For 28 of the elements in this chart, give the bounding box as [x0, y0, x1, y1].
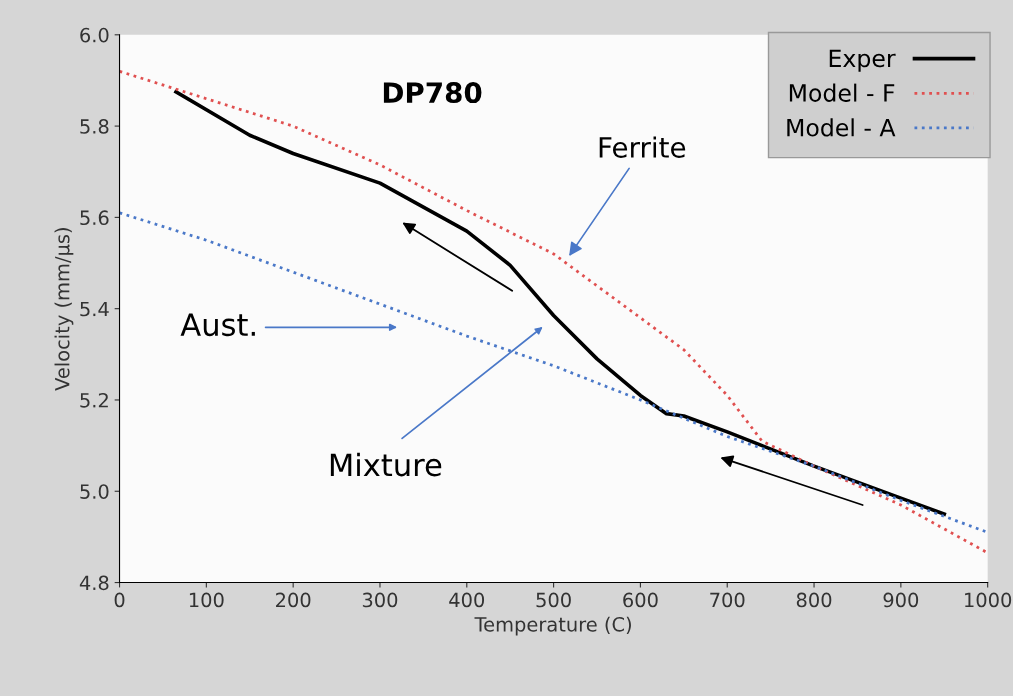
x-tick-label: 800 — [796, 592, 832, 608]
annotation: Mixture — [330, 452, 442, 477]
y-tick-label: 5.0 — [80, 484, 109, 499]
legend-label: Model - A — [787, 118, 896, 137]
x-tick-label: 1000 — [965, 592, 1012, 608]
annotation: DP780 — [383, 82, 482, 104]
x-tick-label: 100 — [189, 592, 224, 608]
legend-label: Exper — [829, 49, 896, 72]
x-tick-label: 600 — [623, 592, 658, 608]
x-tick-label: 400 — [449, 592, 485, 608]
y-tick-label: 5.6 — [80, 210, 109, 226]
x-tick-label: 500 — [536, 592, 571, 608]
x-tick-label: 900 — [883, 592, 919, 608]
y-tick-label: 5.2 — [80, 392, 108, 408]
x-tick-label: 700 — [710, 592, 745, 608]
legend-label: Model - F — [789, 83, 895, 102]
x-tick-label: 300 — [362, 592, 398, 608]
annotation: Ferrite — [599, 136, 686, 158]
y-tick-label: 5.4 — [80, 301, 109, 317]
line-series — [119, 211, 988, 534]
x-tick-label: 200 — [276, 592, 311, 608]
y-tick-label: 4.8 — [79, 575, 109, 591]
x-tick-label: 0 — [114, 592, 125, 608]
annotation: Aust. — [180, 313, 255, 337]
y-tick-label: 5.8 — [80, 119, 109, 134]
y-tick-label: 6.0 — [80, 27, 109, 43]
y-axis-title: Velocity (mm/µs) — [54, 228, 74, 391]
x-axis-title: Temperature (C) — [474, 616, 631, 636]
